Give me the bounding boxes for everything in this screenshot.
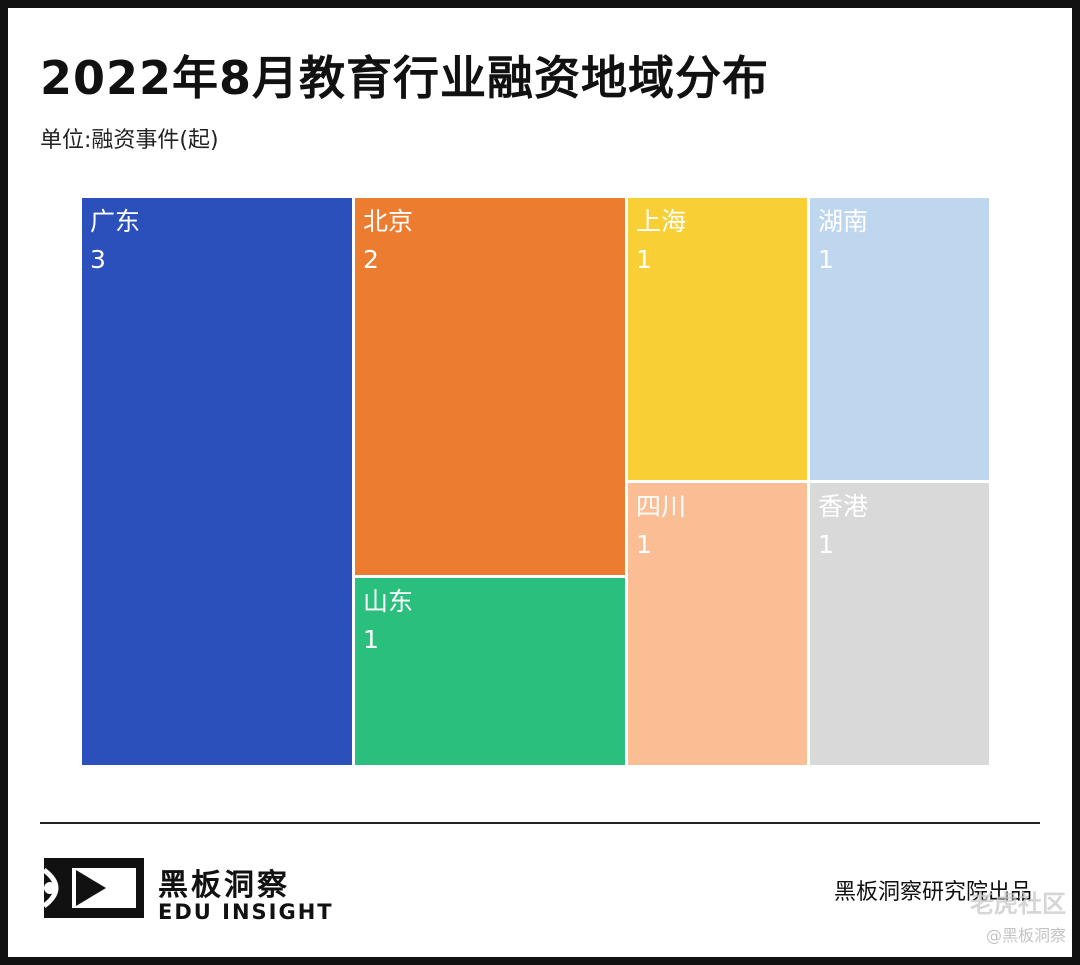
treemap-cell-4: 四川 1 [628,483,807,765]
treemap-cell-label: 北京 [363,207,413,236]
treemap-rect [810,483,989,765]
treemap-cell-value: 1 [636,530,652,559]
treemap-cell-label: 广东 [90,207,140,236]
treemap-cell-value: 2 [363,245,379,274]
watermark-handle: @黑板洞察 [985,926,1066,945]
treemap-cell-0: 广东 3 [82,198,352,765]
chart-title: 2022年8月教育行业融资地域分布 [40,51,770,105]
chart-subtitle: 单位:融资事件(起) [40,128,219,153]
eye-logo-icon [42,858,144,918]
treemap-cell-2: 山东 1 [355,578,625,765]
treemap-cell-3: 上海 1 [628,198,807,480]
treemap-chart: 广东 3 北京 2 山东 1 上海 1 四川 1 湖南 1 香港 1 [82,198,989,765]
watermark-main: 老虎社区 [970,890,1066,918]
producer-credit: 黑板洞察研究院出品 [833,880,1032,905]
footer-divider [40,822,1040,824]
treemap-rect [810,198,989,480]
treemap-cell-6: 香港 1 [810,483,989,765]
treemap-cell-label: 湖南 [818,207,868,236]
treemap-cell-value: 1 [636,245,652,274]
treemap-cell-label: 上海 [636,207,686,236]
treemap-cell-value: 1 [818,530,834,559]
treemap-cell-value: 1 [818,245,834,274]
treemap-cell-label: 香港 [818,492,868,521]
treemap-rect [628,483,807,765]
treemap-rect [355,578,625,765]
treemap-rect [355,198,625,575]
treemap-rect [82,198,352,765]
chart-card: 2022年8月教育行业融资地域分布 单位:融资事件(起) 广东 3 北京 2 山东 1 上海… [8,8,1072,957]
logo-chinese-name: 黑板洞察 [158,868,290,903]
treemap-rect [628,198,807,480]
treemap-cell-value: 1 [363,625,379,654]
treemap-cell-label: 四川 [636,492,686,521]
treemap-cell-1: 北京 2 [355,198,625,575]
treemap-cell-value: 3 [90,245,106,274]
treemap-cell-5: 湖南 1 [810,198,989,480]
treemap-cell-label: 山东 [363,587,413,616]
logo-english-name: EDU INSIGHT [158,900,334,924]
